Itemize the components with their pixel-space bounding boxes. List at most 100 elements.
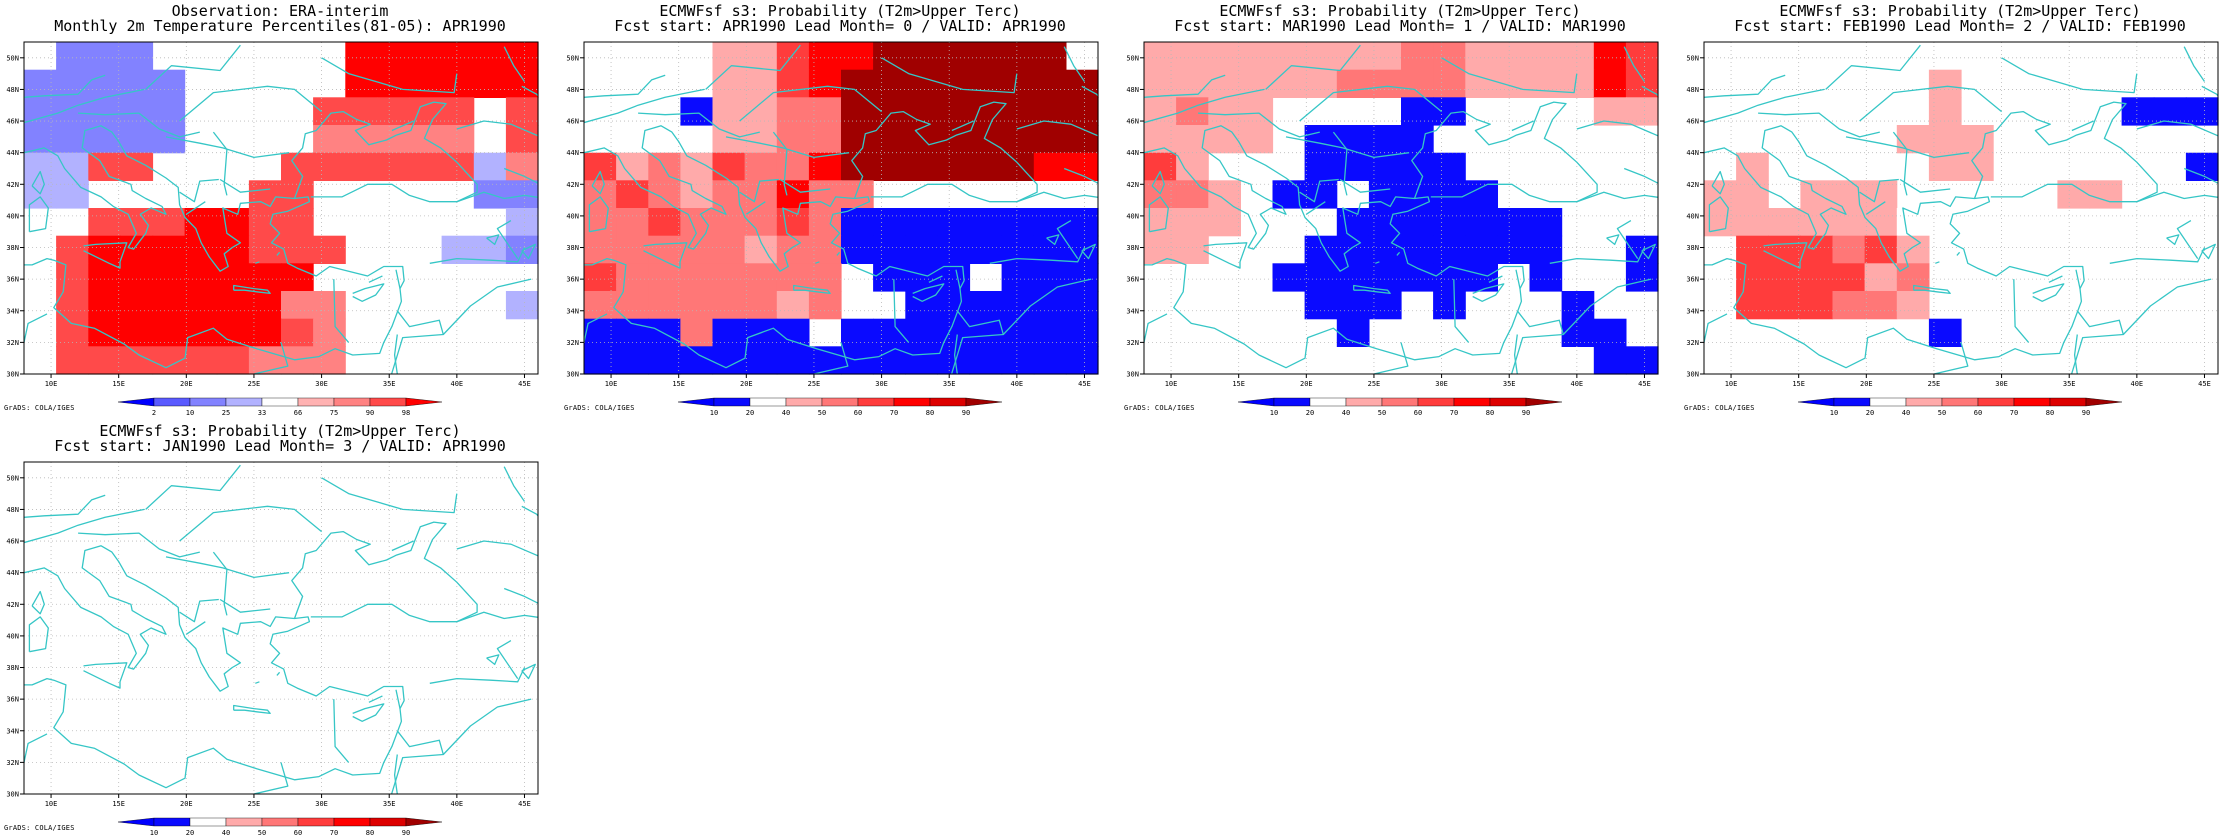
grid-cell (184, 346, 218, 375)
legend-swatch (117, 397, 155, 407)
coastline (1913, 284, 1951, 295)
grid-cell (1208, 208, 1241, 237)
grid-cell (1896, 125, 1930, 154)
coastline (276, 671, 281, 676)
coastline (24, 125, 405, 369)
grid-cell (409, 69, 443, 98)
coastline (953, 334, 958, 374)
coastline (496, 220, 519, 259)
coastline (1112, 142, 1121, 242)
grid-cell (2153, 97, 2187, 126)
panel-title-line1: Observation: ERA-interim (171, 2, 389, 20)
map-frame (23, 41, 539, 375)
legend-swatch (1417, 397, 1455, 407)
coastline (1299, 178, 1339, 203)
map-panel-lead0: ECMWFsf s3: Probability (T2m>Upper Terc)… (560, 0, 1120, 420)
grid-cell (1465, 42, 1498, 71)
grid-cell (1401, 152, 1434, 181)
lon-tick-label: 30E (1995, 380, 2008, 388)
grid-cell (88, 125, 121, 154)
coastline (851, 101, 1038, 203)
coastline (442, 278, 532, 335)
grid-cell (1176, 152, 1209, 181)
coastline (2075, 269, 2081, 289)
legend-swatch (1273, 397, 1311, 407)
grid-cell (648, 180, 681, 209)
grid-cell (873, 69, 906, 98)
lat-tick-label: 38N (566, 244, 579, 252)
grid-cell (648, 263, 681, 292)
legend-swatch (261, 397, 299, 407)
grid-cell (216, 346, 250, 375)
coastline (955, 269, 961, 289)
coastline (179, 85, 323, 122)
grid-cell (1001, 291, 1035, 320)
grid-cell (841, 180, 874, 209)
grid-cell (1800, 291, 1834, 320)
grid-cell (841, 235, 874, 264)
legend-label: 10 (1830, 409, 1838, 417)
lon-tick-label: 20E (180, 800, 193, 808)
grid-cell (1832, 263, 1866, 292)
grid-cell (1001, 152, 1035, 181)
lat-tick-label: 48N (6, 506, 19, 514)
lon-tick-label: 10E (1165, 380, 1178, 388)
legend-label: 80 (926, 409, 934, 417)
grid-cell (873, 208, 906, 237)
grid-cell (1176, 208, 1209, 237)
coastline (486, 654, 500, 666)
lon-tick-label: 20E (180, 380, 193, 388)
coastline (725, 136, 850, 159)
lon-tick-label: 25E (1928, 380, 1941, 388)
legend-swatch (785, 397, 823, 407)
coastline (456, 191, 538, 203)
grid-cell (281, 180, 314, 209)
map-panel-lead3: ECMWFsf s3: Probability (T2m>Upper Terc)… (0, 420, 560, 840)
coastline (1144, 74, 1226, 98)
grid-cell (1144, 42, 1177, 71)
legend-label: 50 (818, 409, 826, 417)
coastline (352, 703, 385, 722)
color-legend: 10 20 40 50 60 70 80 90 (1797, 397, 2123, 417)
lat-tick-label: 34N (6, 307, 19, 315)
grid-cell (1465, 263, 1498, 292)
legend-swatch (713, 397, 751, 407)
grid-cell (313, 152, 346, 181)
grid-cell (905, 125, 938, 154)
grid-cell (1033, 152, 1067, 181)
color-legend: 10 20 40 50 60 70 80 90 (1237, 397, 1563, 417)
grid-cell (873, 263, 906, 292)
legend-swatch (1977, 397, 2015, 407)
legend-swatch (2085, 397, 2123, 407)
legend-swatch (117, 817, 155, 827)
grid-cell (969, 208, 1003, 237)
grid-cell (1001, 263, 1035, 292)
legend-swatch (1525, 397, 1563, 407)
grid-cell (969, 291, 1003, 320)
grid-cell (248, 263, 282, 292)
legend-swatch (1489, 397, 1527, 407)
coastline (185, 201, 206, 215)
grads-credit: GrADS: COLA/IGES (4, 404, 75, 412)
lon-tick-label: 25E (248, 380, 261, 388)
lat-tick-label: 38N (1126, 244, 1139, 252)
grid-cell (1272, 263, 1306, 292)
coastline (779, 178, 831, 193)
grid-cell (808, 235, 842, 264)
grid-cell (1800, 180, 1834, 209)
grid-cell (776, 69, 810, 98)
coastline (145, 464, 241, 510)
coastline (928, 275, 943, 283)
coastline (1825, 44, 1921, 90)
legend-label: 75 (330, 409, 338, 417)
coastline (1002, 278, 1092, 335)
grid-cell (56, 42, 89, 71)
coastline (429, 667, 526, 684)
panel-title-line1: ECMWFsf s3: Probability (T2m>Upper Terc) (659, 2, 1021, 20)
legend-swatch (821, 397, 859, 407)
grid-cell (776, 291, 810, 320)
coastline (212, 131, 228, 196)
grid-cell (24, 152, 57, 181)
grid-cell (1065, 69, 1099, 98)
lat-tick-label: 36N (1686, 276, 1699, 284)
